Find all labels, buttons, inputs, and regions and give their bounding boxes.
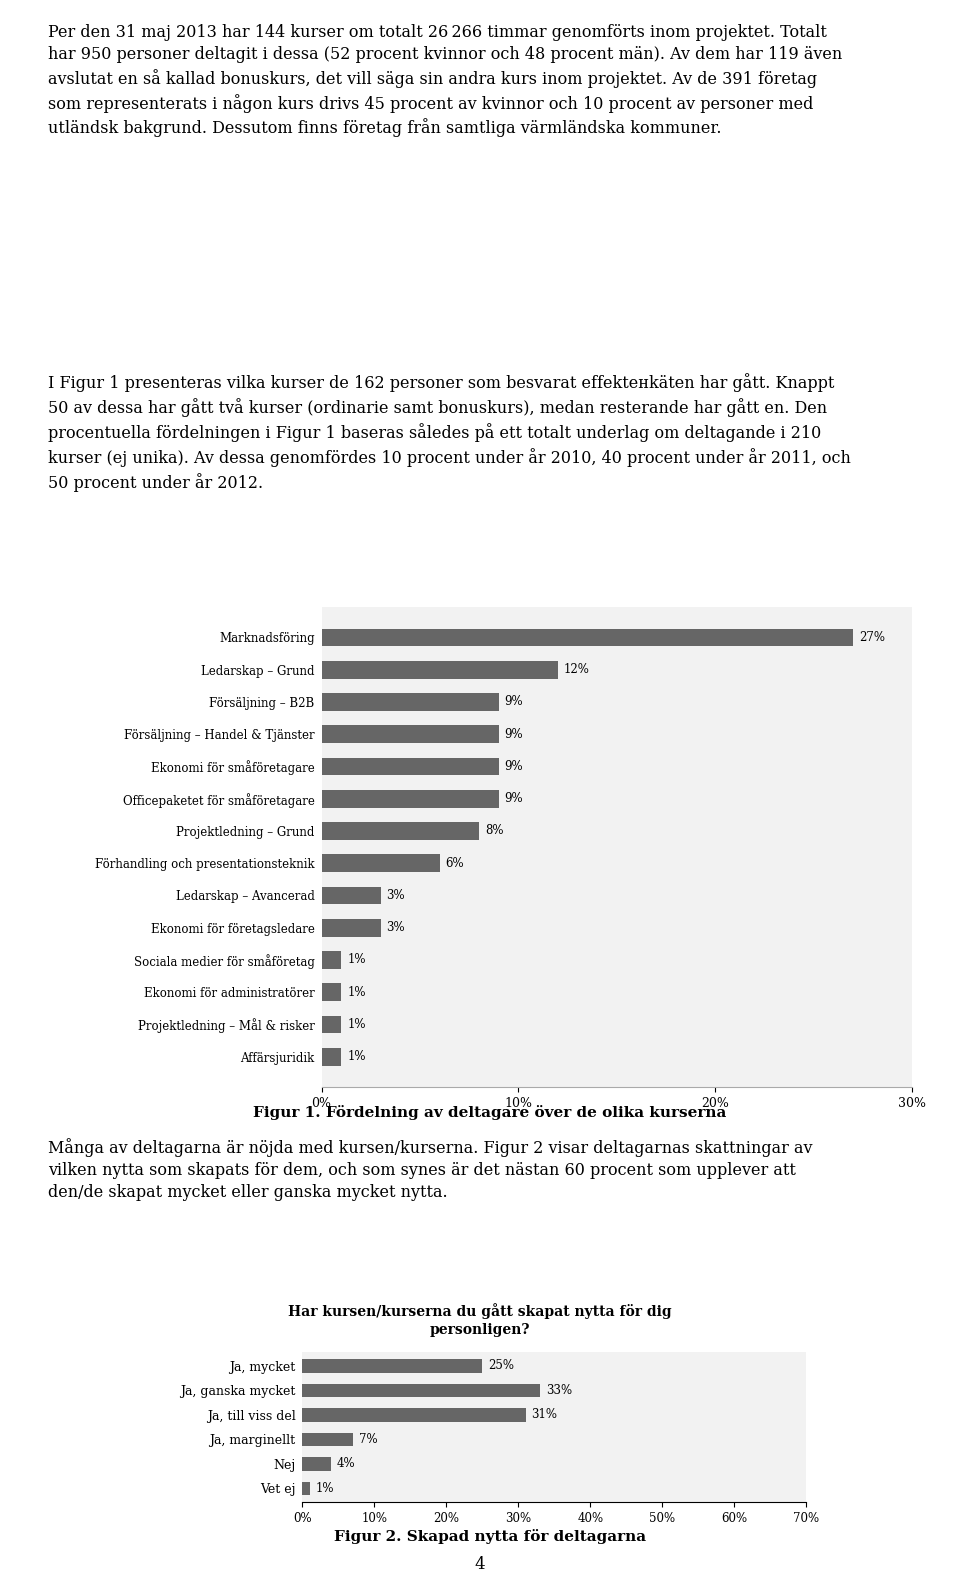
Bar bbox=[322, 693, 499, 711]
Bar bbox=[322, 823, 479, 840]
Bar bbox=[322, 1015, 342, 1034]
Text: 31%: 31% bbox=[531, 1409, 558, 1422]
Text: 1%: 1% bbox=[348, 1050, 366, 1064]
Text: Många av deltagarna är nöjda med kursen/kurserna. Figur 2 visar deltagarnas skat: Många av deltagarna är nöjda med kursen/… bbox=[48, 1138, 812, 1201]
Text: 9%: 9% bbox=[505, 760, 523, 772]
Bar bbox=[322, 887, 380, 905]
Bar bbox=[322, 660, 558, 679]
Bar bbox=[322, 919, 380, 936]
Bar bbox=[302, 1359, 482, 1373]
Text: Figur 2. Skapad nytta för deltagarna: Figur 2. Skapad nytta för deltagarna bbox=[333, 1529, 646, 1544]
Text: 3%: 3% bbox=[387, 922, 405, 935]
Text: 6%: 6% bbox=[445, 857, 465, 870]
Bar bbox=[322, 725, 499, 744]
Text: 4%: 4% bbox=[337, 1458, 355, 1470]
Text: 1%: 1% bbox=[348, 953, 366, 966]
Text: 3%: 3% bbox=[387, 889, 405, 901]
Bar bbox=[322, 854, 440, 872]
Text: 25%: 25% bbox=[488, 1359, 515, 1373]
Bar bbox=[322, 950, 342, 969]
Text: 9%: 9% bbox=[505, 728, 523, 741]
Text: Per den 31 maj 2013 har 144 kurser om totalt 26 266 timmar genomförts inom proje: Per den 31 maj 2013 har 144 kurser om to… bbox=[48, 24, 842, 137]
Bar bbox=[322, 629, 853, 646]
Text: 12%: 12% bbox=[564, 663, 589, 676]
Bar bbox=[322, 983, 342, 1001]
Text: Figur 1. Fördelning av deltagare över de olika kurserna: Figur 1. Fördelning av deltagare över de… bbox=[252, 1105, 727, 1121]
Text: 33%: 33% bbox=[545, 1384, 572, 1396]
Bar bbox=[302, 1433, 352, 1447]
Text: 9%: 9% bbox=[505, 793, 523, 805]
Bar bbox=[302, 1384, 540, 1396]
Text: 1%: 1% bbox=[315, 1481, 334, 1496]
Text: 1%: 1% bbox=[348, 1018, 366, 1031]
Text: 1%: 1% bbox=[348, 985, 366, 999]
Text: 4: 4 bbox=[474, 1556, 486, 1573]
Text: 9%: 9% bbox=[505, 695, 523, 709]
Bar bbox=[302, 1481, 309, 1496]
Bar bbox=[302, 1407, 525, 1422]
Bar bbox=[302, 1458, 331, 1470]
Bar bbox=[322, 790, 499, 807]
Bar bbox=[322, 1048, 342, 1065]
Text: 27%: 27% bbox=[859, 630, 885, 645]
Text: 7%: 7% bbox=[358, 1433, 377, 1445]
Bar bbox=[322, 758, 499, 775]
Text: I Figur 1 presenteras vilka kurser de 162 personer som besvarat effektенkäten ha: I Figur 1 presenteras vilka kurser de 16… bbox=[48, 374, 851, 492]
Text: 8%: 8% bbox=[485, 824, 503, 837]
Text: Har kursen/kurserna du gått skapat nytta för dig
personligen?: Har kursen/kurserna du gått skapat nytta… bbox=[288, 1303, 672, 1336]
